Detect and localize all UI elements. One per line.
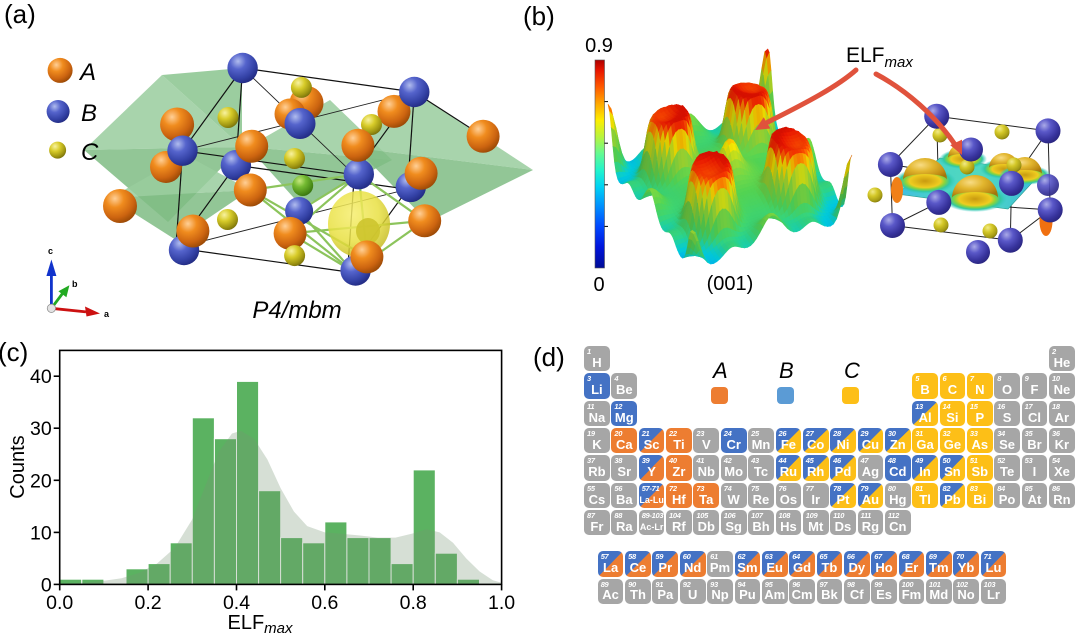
svg-text:0.8: 0.8 [400,592,427,614]
svg-text:ELFmax: ELFmax [846,44,913,71]
svg-text:Counts: Counts [7,435,29,498]
svg-text:(001): (001) [707,273,754,295]
svg-text:0.4: 0.4 [223,592,250,614]
svg-text:0.0: 0.0 [46,592,73,614]
svg-text:A: A [78,59,96,86]
svg-text:1.0: 1.0 [488,592,515,614]
svg-text:P4/mbm: P4/mbm [252,297,341,324]
svg-text:ELFmax: ELFmax [227,612,293,637]
svg-text:20: 20 [30,470,52,492]
svg-text:B: B [81,100,97,127]
svg-text:b: b [72,279,78,289]
svg-text:10: 10 [30,522,52,544]
svg-text:C: C [81,139,99,166]
svg-text:40: 40 [30,366,52,388]
svg-text:30: 30 [30,418,52,440]
svg-text:0: 0 [41,574,52,596]
svg-text:0.6: 0.6 [311,592,338,614]
svg-text:0.9: 0.9 [585,35,613,57]
svg-text:0: 0 [593,274,604,296]
svg-text:c: c [48,246,53,256]
svg-text:a: a [104,309,110,319]
svg-text:0.2: 0.2 [135,592,162,614]
